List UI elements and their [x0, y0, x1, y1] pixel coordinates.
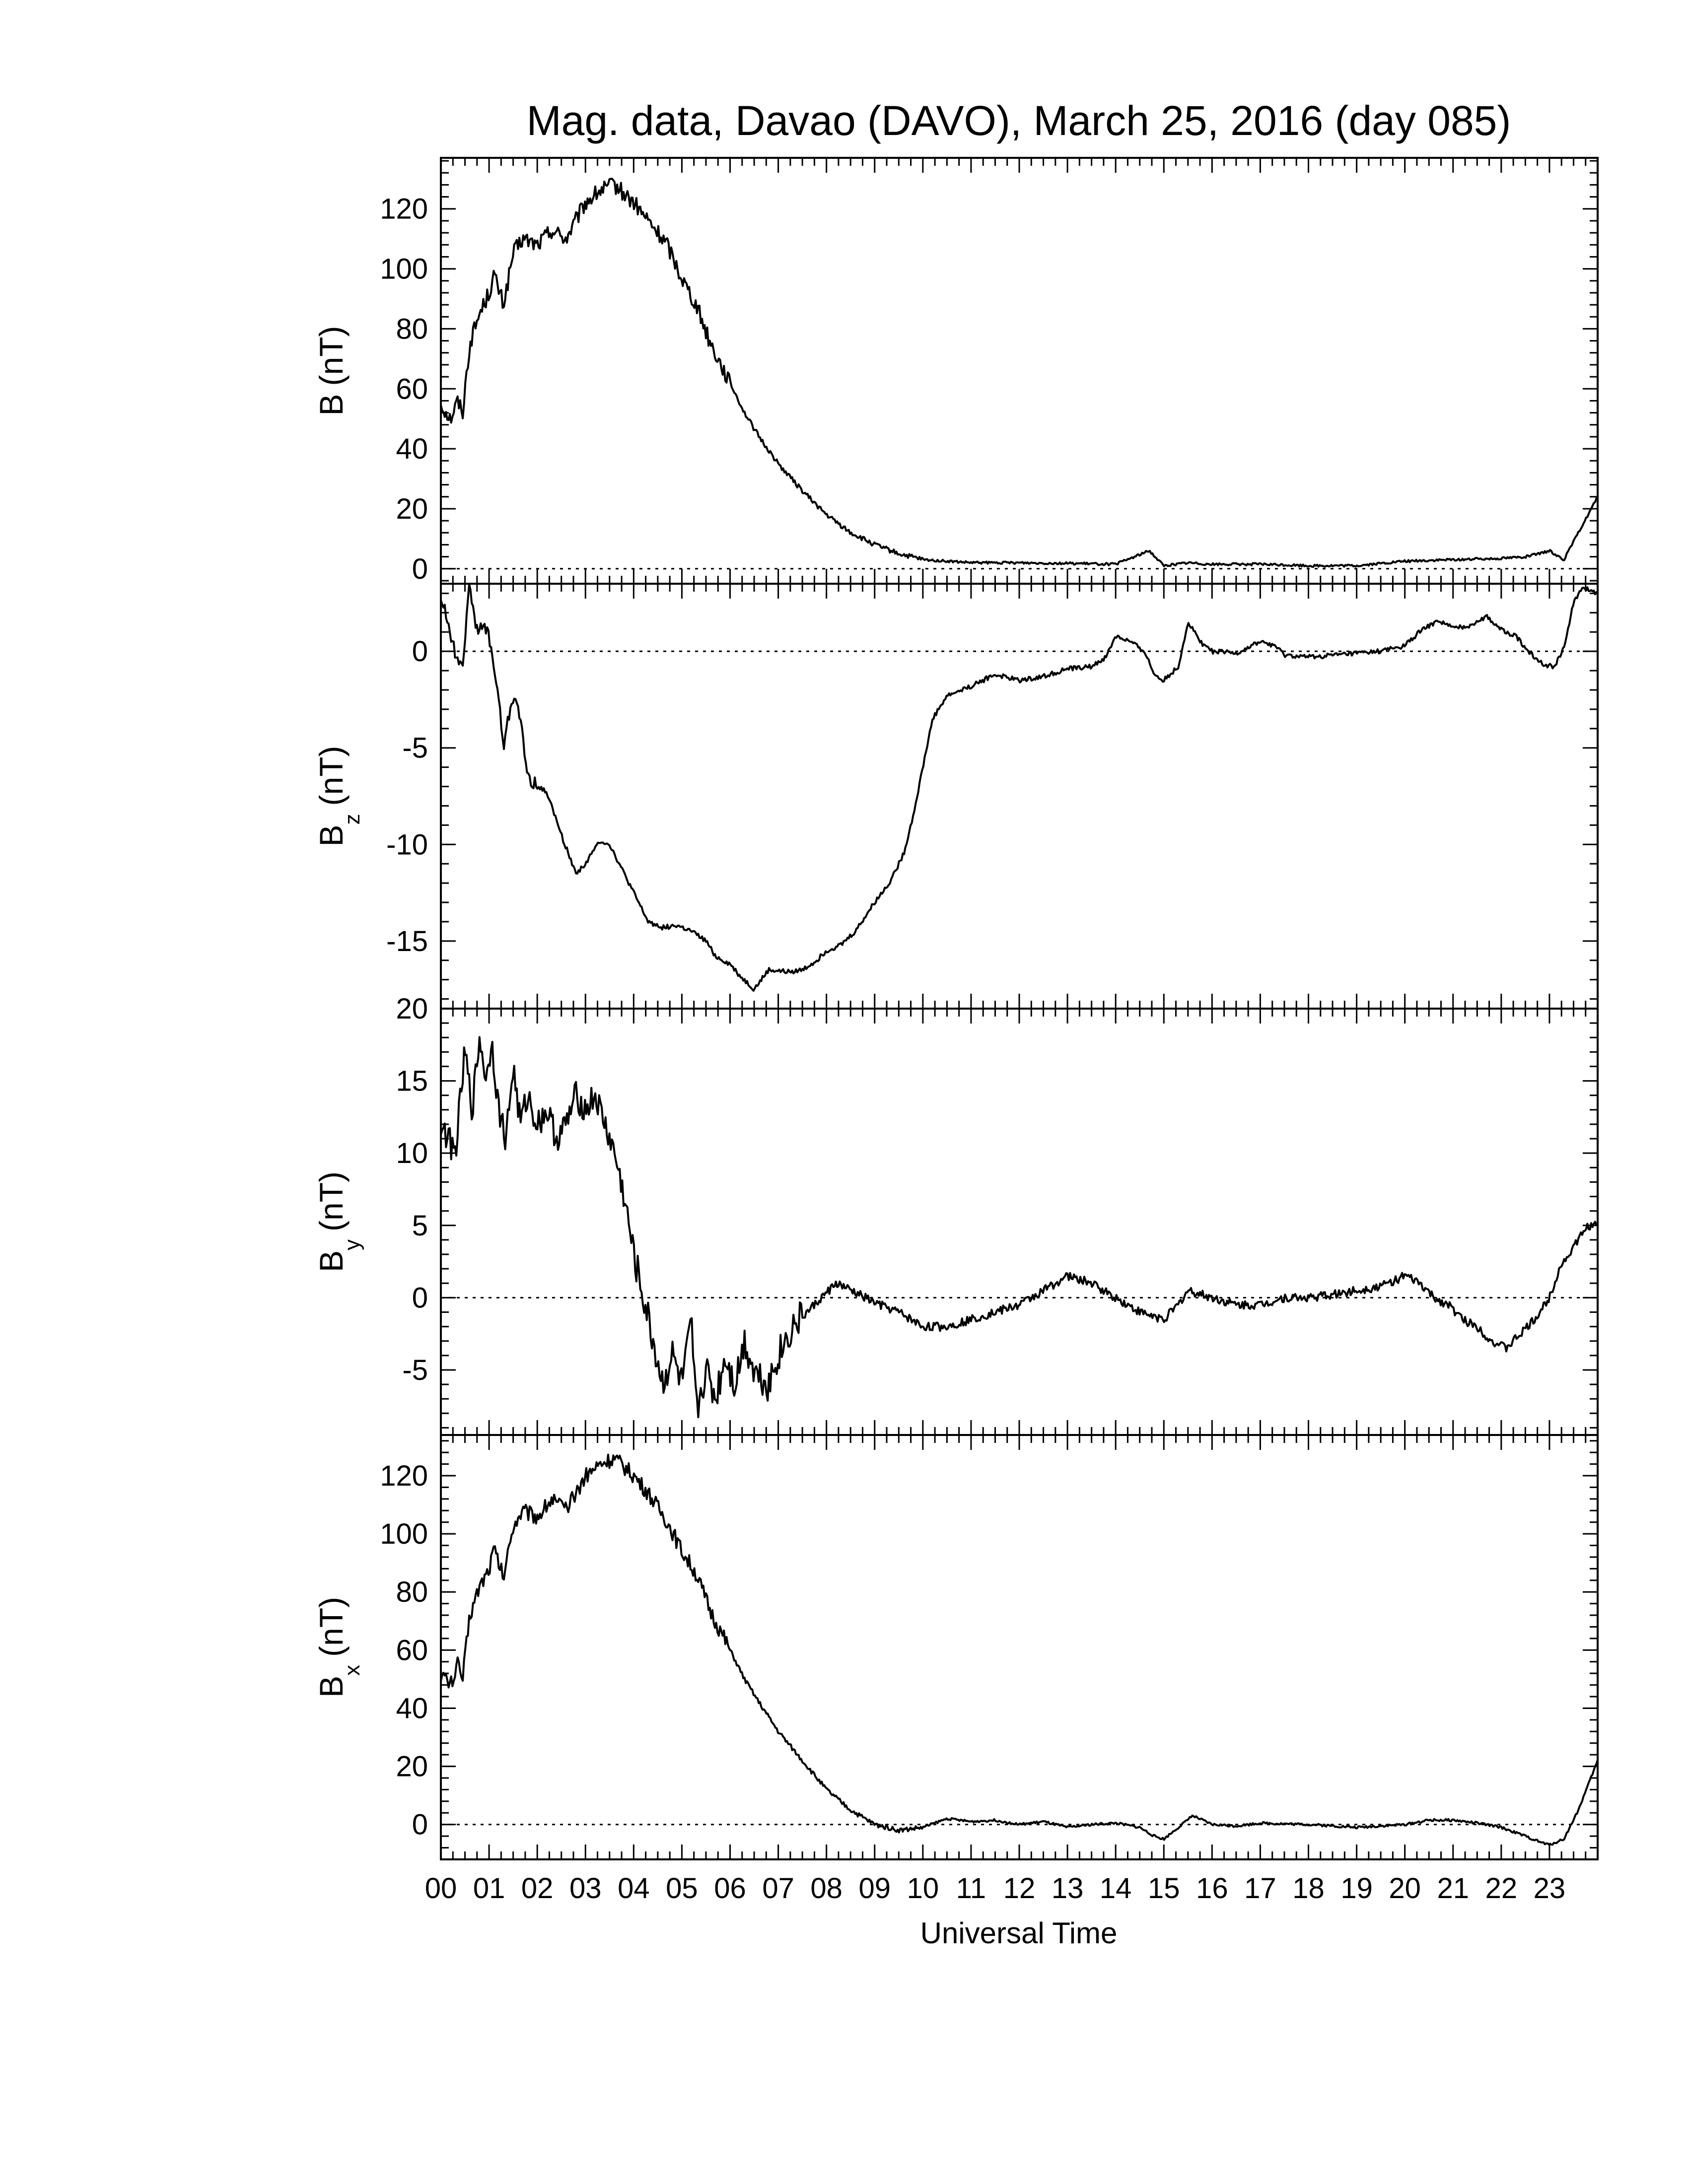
y-tick-label: 80	[396, 313, 428, 345]
x-tick-label: 17	[1244, 1872, 1276, 1905]
x-tick-label: 19	[1340, 1872, 1373, 1905]
panel-b-total: 0 20 40 60 80 100 120 B (nT)	[313, 157, 1599, 585]
y-axis-label-unit: (nT)	[313, 326, 350, 386]
y-tick-label: 0	[412, 635, 428, 668]
y-tick-label: 120	[380, 1460, 428, 1492]
y-tick-label: -10	[386, 828, 428, 861]
y-tick-label: 20	[396, 493, 428, 525]
y-axis-label: B (nT)	[313, 326, 350, 415]
x-tick-label: 06	[714, 1872, 746, 1905]
x-tick-label: 10	[907, 1872, 939, 1905]
y-tick-label: -5	[402, 732, 428, 764]
y-tick-label: 100	[380, 1518, 428, 1550]
series-line-bx	[440, 1453, 1599, 1846]
x-tick-label: 12	[1003, 1872, 1036, 1905]
x-tick-label: 07	[762, 1872, 794, 1905]
y-tick-label: 60	[396, 1634, 428, 1666]
x-tick-label: 08	[810, 1872, 843, 1905]
y-tick-label: 80	[396, 1576, 428, 1608]
x-tick-label: 09	[858, 1872, 891, 1905]
x-axis-label: Universal Time	[920, 1916, 1118, 1950]
y-axis-label-subscript: z	[340, 814, 364, 824]
panel-frame	[440, 157, 1599, 585]
chart-title: Mag. data, Davao (DAVO), March 25, 2016 …	[527, 97, 1511, 144]
x-axis: 00 01 02 03 04 05 06 07 08 09 10 11 12 13 14 15 16 17 18 19…	[425, 1872, 1565, 1905]
panels: 020406080100120B(nT)-15-10-50Bz(nT)-5051…	[313, 157, 1599, 1860]
x-tick-label: 13	[1052, 1872, 1084, 1905]
y-tick-label: 60	[396, 373, 428, 405]
y-axis-label-main: B	[313, 394, 350, 415]
panel-bx: 0 20 40 60 80 100 120 Bx (nT)	[313, 1434, 1599, 1860]
y-axis-label-subscript: y	[340, 1239, 364, 1250]
x-tick-label: 11	[956, 1872, 986, 1905]
y-axis-label-unit: (nT)	[313, 1597, 350, 1657]
y-tick-label: 5	[412, 1210, 428, 1242]
x-tick-label: 18	[1292, 1872, 1325, 1905]
y-axis-label-subscript: x	[340, 1665, 364, 1676]
panel-frame	[440, 583, 1599, 1010]
y-axis-label: Bz (nT)	[313, 746, 364, 846]
x-tick-label: 15	[1148, 1872, 1180, 1905]
series-line-by	[440, 1036, 1599, 1419]
y-axis-label-main: B	[313, 824, 350, 846]
y-tick-label: 40	[396, 1692, 428, 1724]
series-line-b-total	[440, 178, 1599, 568]
x-tick-label: 01	[473, 1872, 505, 1905]
panel-by: -5 0 5 10 15 20 By (nT)	[313, 993, 1599, 1436]
y-tick-label: 15	[396, 1065, 428, 1097]
x-tick-label: 21	[1437, 1872, 1469, 1905]
y-axis-label-main: B	[313, 1676, 350, 1698]
y-tick-label: 0	[412, 1282, 428, 1314]
y-tick-label: 120	[380, 193, 428, 225]
y-axis-label-main: B	[313, 1250, 350, 1272]
y-tick-label: 100	[380, 253, 428, 285]
x-tick-label: 05	[666, 1872, 698, 1905]
x-tick-label: 14	[1100, 1872, 1132, 1905]
y-axis-label: Bx (nT)	[313, 1597, 364, 1698]
y-tick-label: 10	[396, 1137, 428, 1169]
panel-frame	[440, 1008, 1599, 1436]
y-tick-label: -15	[386, 925, 428, 957]
x-tick-label: 04	[618, 1872, 650, 1905]
y-tick-label: 0	[412, 553, 428, 585]
y-tick-label: 40	[396, 433, 428, 465]
y-tick-label: 20	[396, 993, 428, 1025]
x-tick-label: 23	[1534, 1872, 1566, 1905]
x-tick-label: 16	[1196, 1872, 1228, 1905]
x-tick-label: 20	[1389, 1872, 1421, 1905]
y-axis-label-unit: (nT)	[313, 1171, 350, 1231]
x-tick-label: 22	[1485, 1872, 1518, 1905]
panel-bz: -15 -10 -5 0 Bz (nT)	[313, 583, 1599, 1010]
panel-frame	[440, 1434, 1599, 1860]
y-axis-label: By (nT)	[313, 1171, 364, 1272]
x-tick-label: 02	[521, 1872, 554, 1905]
y-tick-label: 0	[412, 1809, 428, 1841]
x-tick-label: 00	[425, 1872, 457, 1905]
y-tick-label: -5	[402, 1354, 428, 1386]
y-tick-label: 20	[396, 1751, 428, 1783]
series-line-bz	[440, 583, 1598, 992]
x-tick-label: 03	[569, 1872, 602, 1905]
y-axis-label-unit: (nT)	[313, 746, 350, 806]
